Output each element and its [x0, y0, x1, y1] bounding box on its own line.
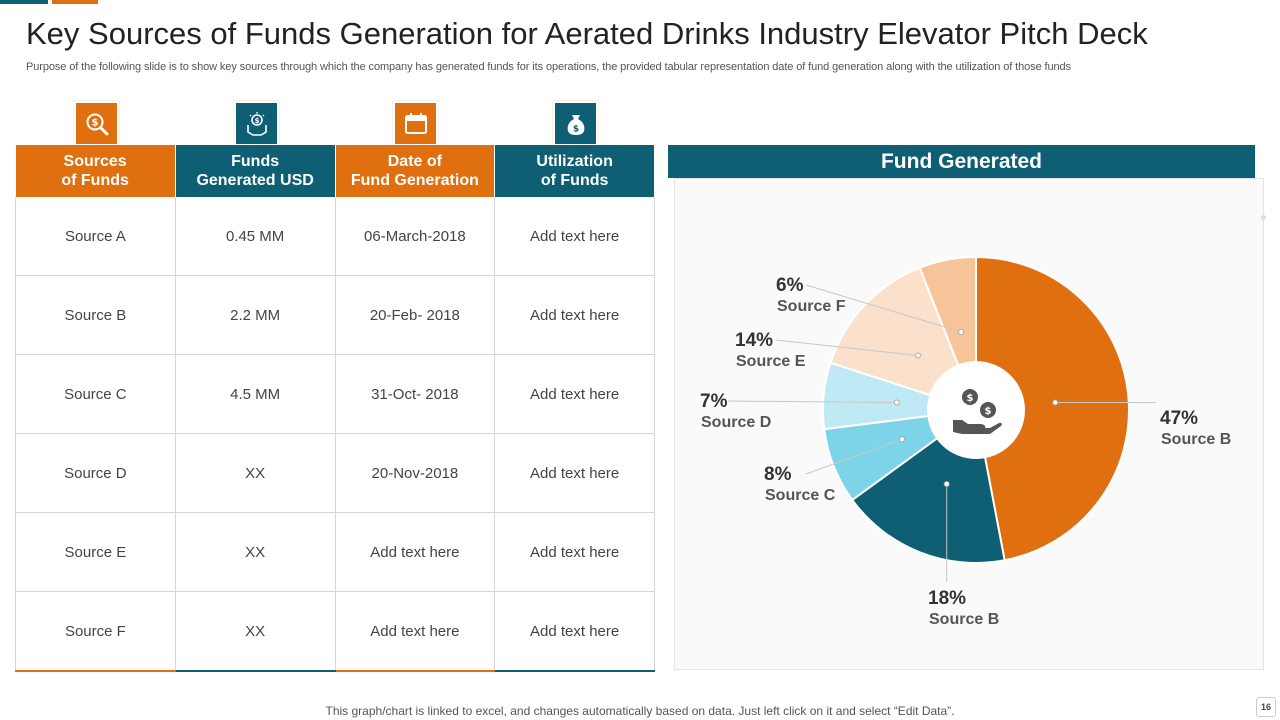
cell-funds: XX: [174, 591, 336, 672]
cell-utilization: Add text here: [494, 275, 655, 355]
header-date-of-generation: Date of Fund Generation: [335, 145, 496, 197]
slice-percent-label: 47%: [1160, 408, 1198, 429]
cell-utilization: Add text here: [494, 591, 655, 672]
svg-text:$: $: [91, 117, 98, 128]
leader-dot-2: [943, 480, 950, 487]
slice-name-label: Source D: [701, 414, 771, 431]
table-header-row: Sources of Funds Funds Generated USD Date …: [15, 145, 655, 197]
cell-funds: 4.5 MM: [174, 354, 336, 434]
leader-dot-3: [899, 436, 906, 443]
chart-title: Fund Generated: [668, 145, 1255, 178]
table-row: Source A 0.45 MM 06-March-2018 Add text …: [15, 197, 655, 276]
cell-source: Source B: [15, 275, 176, 355]
search-dollar-icon: $: [73, 100, 120, 147]
header-sources-of-funds: Sources of Funds: [15, 145, 176, 197]
header-funds-generated: Funds Generated USD: [175, 145, 336, 197]
slice-name-label: Source C: [765, 487, 836, 504]
slice-percent-label: 8%: [764, 464, 792, 485]
slice-percent-label: 6%: [776, 275, 804, 296]
svg-text:$: $: [572, 124, 578, 134]
money-hand-icon: $ $: [953, 389, 1002, 434]
slide-subtitle: Purpose of the following slide is to sho…: [26, 61, 1071, 73]
leader-dot-5: [915, 352, 922, 359]
cell-date: 06-March-2018: [334, 197, 496, 276]
table-row: Source E XX Add text here Add text here: [15, 512, 655, 592]
slide-title: Key Sources of Funds Generation for Aera…: [26, 16, 1148, 51]
footer-note: This graph/chart is linked to excel, and…: [325, 704, 955, 718]
cell-source: Source C: [15, 354, 176, 434]
cell-date: 20-Nov-2018: [334, 433, 496, 513]
cell-source: Source D: [15, 433, 176, 513]
slice-percent-label: 14%: [735, 330, 773, 351]
table-row: Source D XX 20-Nov-2018 Add text here: [15, 433, 655, 513]
pie-slice-1[interactable]: [975, 255, 1130, 562]
slice-name-label: Source B: [1161, 431, 1231, 448]
funds-table: Sources of Funds Funds Generated USD Date …: [15, 145, 655, 672]
cell-funds: 2.2 MM: [174, 275, 336, 355]
leader-line-3: [805, 438, 903, 475]
cell-funds: 0.45 MM: [174, 197, 336, 276]
table-row: Source C 4.5 MM 31-Oct- 2018 Add text he…: [15, 354, 655, 434]
cell-funds: XX: [174, 433, 336, 513]
cell-utilization: Add text here: [494, 512, 655, 592]
slice-name-label: Source F: [777, 298, 846, 315]
leader-dot-1: [1052, 399, 1059, 406]
table-row: Source F XX Add text here Add text here: [15, 591, 655, 672]
cell-source: Source A: [15, 197, 176, 276]
cell-date: Add text here: [334, 512, 496, 592]
slice-name-label: Source B: [929, 611, 999, 628]
leader-line-4: [727, 400, 897, 404]
slice-percent-label: 7%: [700, 391, 728, 412]
cell-utilization: Add text here: [494, 354, 655, 434]
leader-line-6: [805, 284, 962, 333]
cell-date: Add text here: [334, 591, 496, 672]
leader-dot-4: [893, 399, 900, 406]
top-accent-bar-teal: [0, 0, 48, 4]
slice-percent-label: 18%: [928, 588, 966, 609]
svg-text:$: $: [967, 393, 974, 404]
cell-source: Source F: [15, 591, 176, 672]
cell-date: 20-Feb- 2018: [334, 275, 496, 355]
cell-funds: XX: [174, 512, 336, 592]
cell-utilization: Add text here: [494, 433, 655, 513]
svg-text:$: $: [985, 406, 992, 417]
leader-dot-6: [958, 328, 965, 335]
leader-line-5: [775, 339, 919, 357]
slice-name-label: Source E: [736, 353, 806, 370]
top-accent-bar-orange: [52, 0, 98, 4]
page-number: 16: [1256, 697, 1276, 717]
money-bag-icon: $: [552, 100, 599, 147]
cell-utilization: Add text here: [494, 197, 655, 276]
table-row: Source B 2.2 MM 20-Feb- 2018 Add text he…: [15, 275, 655, 355]
cell-source: Source E: [15, 512, 176, 592]
hand-money-icon: $: [233, 100, 280, 147]
header-utilization: Utilization of Funds: [494, 145, 655, 197]
svg-text:$: $: [254, 117, 259, 125]
decorative-dot: [1261, 215, 1266, 220]
donut-hole: [927, 361, 1025, 459]
